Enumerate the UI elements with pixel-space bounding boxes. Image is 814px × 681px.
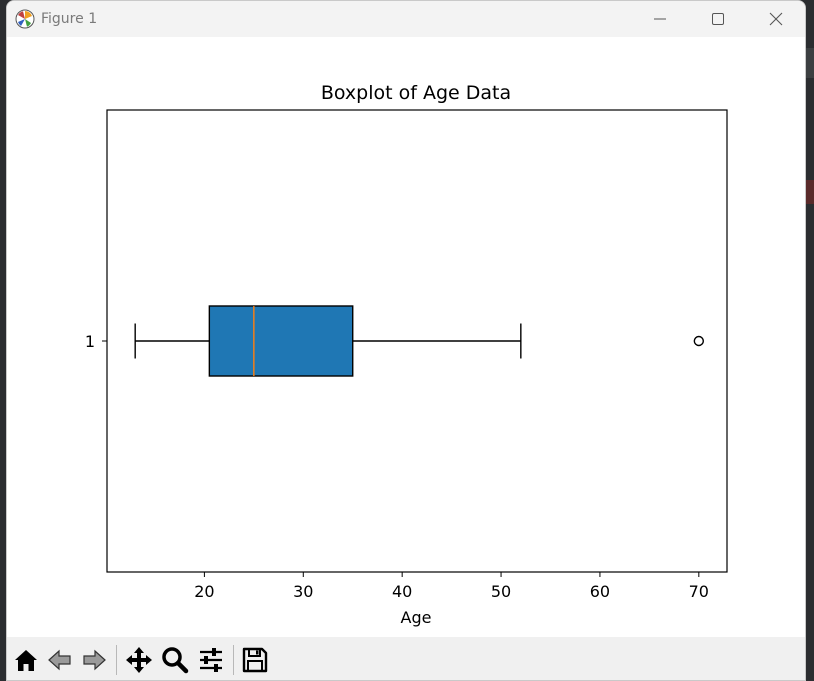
back-icon [48, 649, 71, 671]
boxplot-chart: Boxplot of Age Data 20 30 40 50 60 70 1 Age [85, 82, 728, 627]
minimize-icon [654, 18, 666, 20]
x-tick-label: 70 [689, 582, 709, 601]
x-tick-label: 20 [194, 582, 214, 601]
pan-button[interactable] [122, 644, 156, 676]
toolbar-separator [116, 645, 117, 675]
pan-icon [126, 647, 152, 673]
figure-window: Figure 1 Boxplot of Age Data [6, 0, 806, 681]
x-tick-label: 40 [392, 582, 412, 601]
window-title: Figure 1 [41, 11, 98, 27]
configure-subplots-icon [200, 648, 222, 672]
maximize-icon [712, 13, 724, 25]
outlier-point [693, 335, 705, 347]
forward-icon [83, 649, 106, 671]
forward-button[interactable] [77, 644, 111, 676]
close-button[interactable] [747, 1, 805, 37]
background-window-edge [806, 48, 814, 78]
x-axis-label: Age [401, 608, 432, 627]
x-tick-label: 50 [491, 582, 511, 601]
close-icon [769, 12, 783, 26]
title-bar[interactable]: Figure 1 [7, 1, 805, 37]
x-tick-label: 30 [293, 582, 313, 601]
zoom-button[interactable] [158, 644, 192, 676]
back-button[interactable] [43, 644, 77, 676]
save-icon [242, 647, 268, 673]
x-tick-label: 60 [590, 582, 610, 601]
zoom-icon [162, 647, 189, 674]
y-tick-label: 1 [85, 332, 95, 351]
home-icon [15, 650, 37, 671]
matplotlib-app-icon [15, 9, 35, 29]
figure-canvas[interactable]: Boxplot of Age Data 20 30 40 50 60 70 1 Age [7, 37, 805, 637]
toolbar-separator [233, 645, 234, 675]
configure-subplots-button[interactable] [194, 644, 228, 676]
maximize-button[interactable] [689, 1, 747, 37]
home-button[interactable] [9, 644, 43, 676]
navigation-toolbar [7, 637, 805, 680]
background-window-edge [806, 180, 814, 204]
interquartile-box [208, 305, 354, 377]
save-button[interactable] [238, 644, 272, 676]
minimize-button[interactable] [631, 1, 689, 37]
chart-title: Boxplot of Age Data [321, 82, 511, 104]
